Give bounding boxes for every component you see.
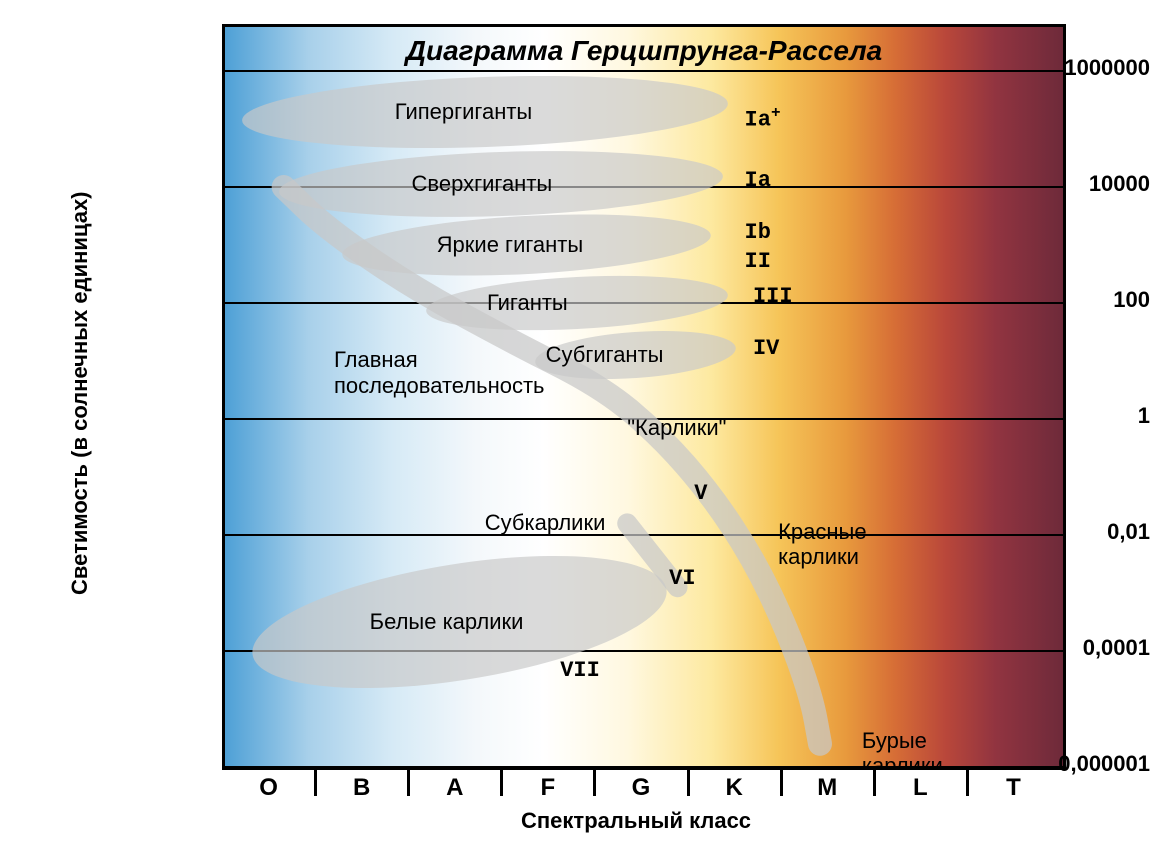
label-brown-dwarfs: Бурыекарлики [862, 728, 943, 770]
luminosity-class-VI: VI [669, 566, 695, 591]
label-red-dwarfs: Красныекарлики [778, 519, 866, 570]
x-tick-separator [687, 768, 690, 796]
luminosity-class-VII: VII [560, 658, 600, 683]
y-tick-label: 10000 [940, 171, 1150, 197]
y-tick-label: 1 [940, 403, 1150, 429]
x-tick-separator [314, 768, 317, 796]
x-axis-label: Спектральный класс [521, 808, 751, 834]
luminosity-class-III: III [753, 284, 793, 309]
luminosity-class-IV: IV [753, 336, 779, 361]
class-label-white-dwarfs: Белые карлики [370, 609, 524, 635]
y-tick-label: 100 [940, 287, 1150, 313]
luminosity-class-II: II [745, 249, 771, 274]
x-tick-separator [873, 768, 876, 796]
x-tick-label: L [913, 774, 928, 802]
x-tick-separator [780, 768, 783, 796]
x-tick-separator [966, 768, 969, 796]
luminosity-class-V: V [694, 481, 707, 506]
x-tick-label: A [446, 774, 463, 802]
class-label-subgiants: Субгиганты [546, 342, 664, 368]
y-tick-label: 1000000 [940, 55, 1150, 81]
x-tick-label: O [259, 774, 278, 802]
x-tick-label: T [1006, 774, 1021, 802]
luminosity-class-Ia-plus: Ia+ [745, 104, 781, 132]
subdwarfs-label: Субкарлики [485, 510, 606, 536]
y-tick-label: 0,01 [940, 519, 1150, 545]
x-tick-label: B [353, 774, 370, 802]
x-tick-separator [500, 768, 503, 796]
class-label-bright-giants: Яркие гиганты [437, 232, 584, 258]
y-tick-label: 0,000001 [940, 751, 1150, 777]
y-tick-label: 0,0001 [940, 635, 1150, 661]
y-axis-label: Светимость (в солнечных единицах) [67, 195, 93, 595]
main-sequence-label-line: последовательность [334, 373, 545, 399]
main-sequence-label-line: Главная [334, 347, 545, 373]
label-dwarfs: "Карлики" [627, 415, 726, 440]
x-tick-label: F [541, 774, 556, 802]
class-label-hypergiants: Гипергиганты [395, 99, 532, 125]
main-sequence-label: Главнаяпоследовательность [334, 347, 545, 400]
x-tick-label: G [632, 774, 651, 802]
class-label-giants: Гиганты [487, 290, 568, 316]
x-tick-label: K [725, 774, 742, 802]
luminosity-class-Ia: Ia [745, 168, 771, 193]
x-tick-separator [407, 768, 410, 796]
class-label-supergiants: Сверхгиганты [412, 171, 553, 197]
x-tick-label: M [817, 774, 837, 802]
x-tick-separator [593, 768, 596, 796]
luminosity-class-Ib: Ib [745, 220, 771, 245]
